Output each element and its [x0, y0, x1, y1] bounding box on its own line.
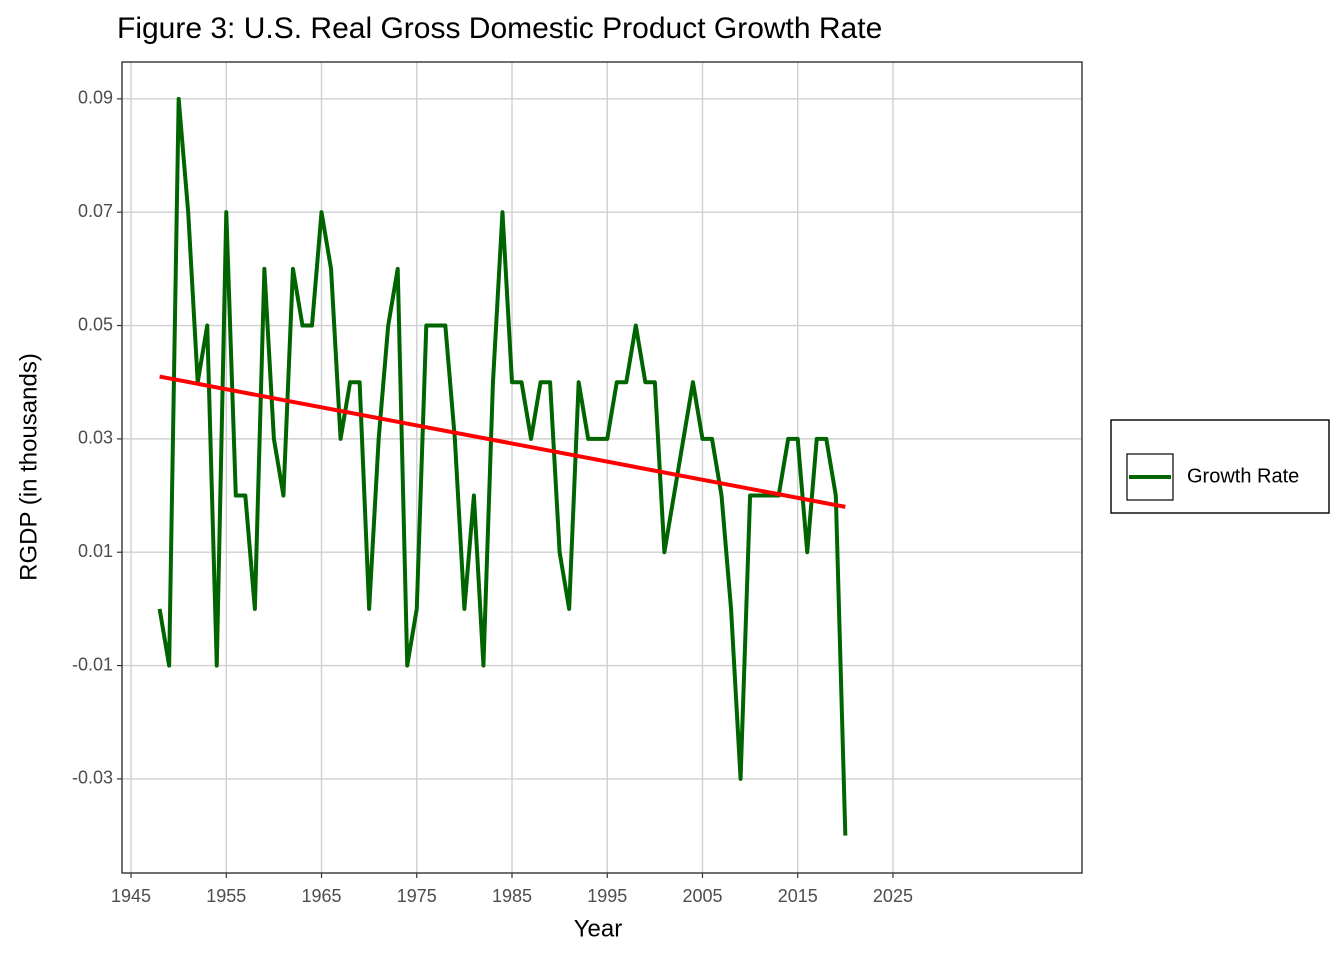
chart-title: Figure 3: U.S. Real Gross Domestic Produ… — [117, 12, 882, 45]
y-tick-label: -0.03 — [72, 768, 113, 788]
trend-line — [159, 374, 846, 509]
x-tick-label: 2005 — [682, 886, 722, 906]
x-tick-label: 1995 — [587, 886, 627, 906]
x-tick-label: 2015 — [778, 886, 818, 906]
y-tick-label: 0.01 — [78, 541, 113, 561]
y-tick-label: 0.05 — [78, 314, 113, 334]
x-tick-label: 1985 — [492, 886, 532, 906]
x-tick-label: 1955 — [206, 886, 246, 906]
y-tick-label: 0.03 — [78, 428, 113, 448]
y-tick-label: 0.07 — [78, 201, 113, 221]
x-tick-label: 1945 — [111, 886, 151, 906]
y-tick-label: -0.01 — [72, 654, 113, 674]
data-line — [157, 96, 848, 836]
x-axis-label: Year — [574, 915, 623, 942]
plot-border — [121, 61, 1083, 874]
y-axis-label: RGDP (in thousands) — [15, 353, 42, 581]
legend-label: Growth Rate — [1187, 465, 1299, 487]
y-tick-label: 0.09 — [78, 88, 113, 108]
x-tick-label: 1965 — [302, 886, 342, 906]
x-tick-label: 1975 — [397, 886, 437, 906]
x-tick-label: 2025 — [873, 886, 913, 906]
